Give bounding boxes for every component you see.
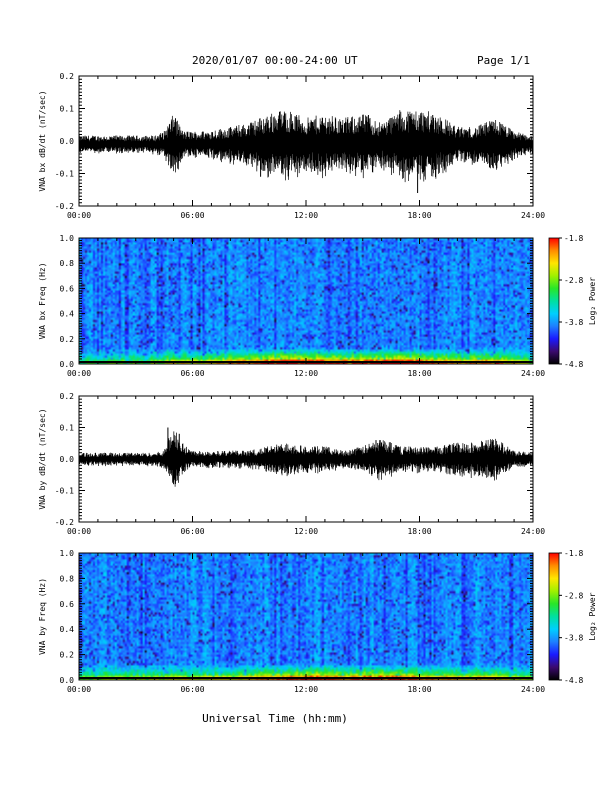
y-tick-label: 0.0	[60, 137, 75, 146]
y-tick-label: 0.2	[60, 72, 75, 81]
y-tick-label: 0.6	[60, 284, 75, 293]
x-tick-label: 06:00	[180, 527, 204, 536]
y-tick-label: 0.4	[60, 625, 75, 634]
x-tick-label: 24:00	[521, 685, 545, 694]
colorbar-tick-label: -3.8	[564, 634, 583, 643]
x-tick-label: 18:00	[407, 527, 431, 536]
x-tick-label: 24:00	[521, 527, 545, 536]
y-tick-label: 0.0	[60, 676, 75, 685]
y-tick-label: -0.1	[55, 170, 74, 179]
y-tick-label: 0.8	[60, 259, 75, 268]
signal-trace	[78, 110, 534, 183]
colorbar-label: Log₂ Power	[588, 277, 597, 325]
y-axis-label: VNA by Freq (Hz)	[38, 578, 47, 655]
y-tick-label: 0.8	[60, 574, 75, 583]
colorbar-tick-label: -2.8	[564, 591, 583, 600]
x-tick-label: 18:00	[407, 211, 431, 220]
y-axis-label: VNA by dB/dt (nT/sec)	[38, 408, 47, 509]
x-tick-label: 18:00	[407, 685, 431, 694]
y-tick-label: 0.1	[60, 424, 75, 433]
x-tick-label: 12:00	[294, 685, 318, 694]
x-tick-label: 00:00	[67, 527, 91, 536]
y-axis-label: VNA bx Freq (Hz)	[38, 262, 47, 339]
y-tick-label: 0.1	[60, 105, 75, 114]
x-axis-label: Universal Time (hh:mm)	[202, 712, 348, 725]
x-tick-label: 00:00	[67, 685, 91, 694]
y-tick-label: 1.0	[60, 234, 75, 243]
y-tick-label: 0.2	[60, 651, 75, 660]
y-tick-label: 1.0	[60, 549, 75, 558]
x-tick-label: 06:00	[180, 211, 204, 220]
x-tick-label: 18:00	[407, 369, 431, 378]
colorbar-tick-label: -3.8	[564, 318, 583, 327]
y-tick-label: 0.2	[60, 335, 75, 344]
x-tick-label: 12:00	[294, 369, 318, 378]
colorbar-label: Log₂ Power	[588, 592, 597, 640]
y-tick-label: 0.2	[60, 392, 75, 401]
y-tick-label: 0.0	[60, 360, 75, 369]
y-tick-label: -0.2	[55, 202, 74, 211]
colorbar	[548, 237, 560, 365]
colorbar-tick-label: -4.8	[564, 360, 583, 369]
y-tick-label: -0.2	[55, 518, 74, 527]
x-tick-label: 12:00	[294, 211, 318, 220]
spectrogram-image	[79, 238, 533, 364]
y-tick-label: 0.6	[60, 600, 75, 609]
x-tick-label: 06:00	[180, 369, 204, 378]
x-tick-label: 00:00	[67, 369, 91, 378]
y-tick-label: 0.0	[60, 455, 75, 464]
x-tick-label: 24:00	[521, 369, 545, 378]
x-tick-label: 24:00	[521, 211, 545, 220]
x-tick-label: 00:00	[67, 211, 91, 220]
y-tick-label: 0.4	[60, 310, 75, 319]
y-tick-label: -0.1	[55, 487, 74, 496]
colorbar	[548, 552, 560, 681]
y-axis-label: VNA bx dB/dt (nT/sec)	[38, 90, 47, 191]
colorbar-tick-label: -1.8	[564, 549, 583, 558]
x-tick-label: 12:00	[294, 527, 318, 536]
colorbar-tick-label: -4.8	[564, 676, 583, 685]
figure-title: 2020/01/07 00:00-24:00 UT	[192, 54, 358, 67]
spectrogram-image	[79, 553, 533, 680]
signal-trace	[78, 431, 534, 487]
x-tick-label: 06:00	[180, 685, 204, 694]
page-indicator: Page 1/1	[477, 54, 530, 67]
colorbar-tick-label: -2.8	[564, 276, 583, 285]
colorbar-tick-label: -1.8	[564, 234, 583, 243]
